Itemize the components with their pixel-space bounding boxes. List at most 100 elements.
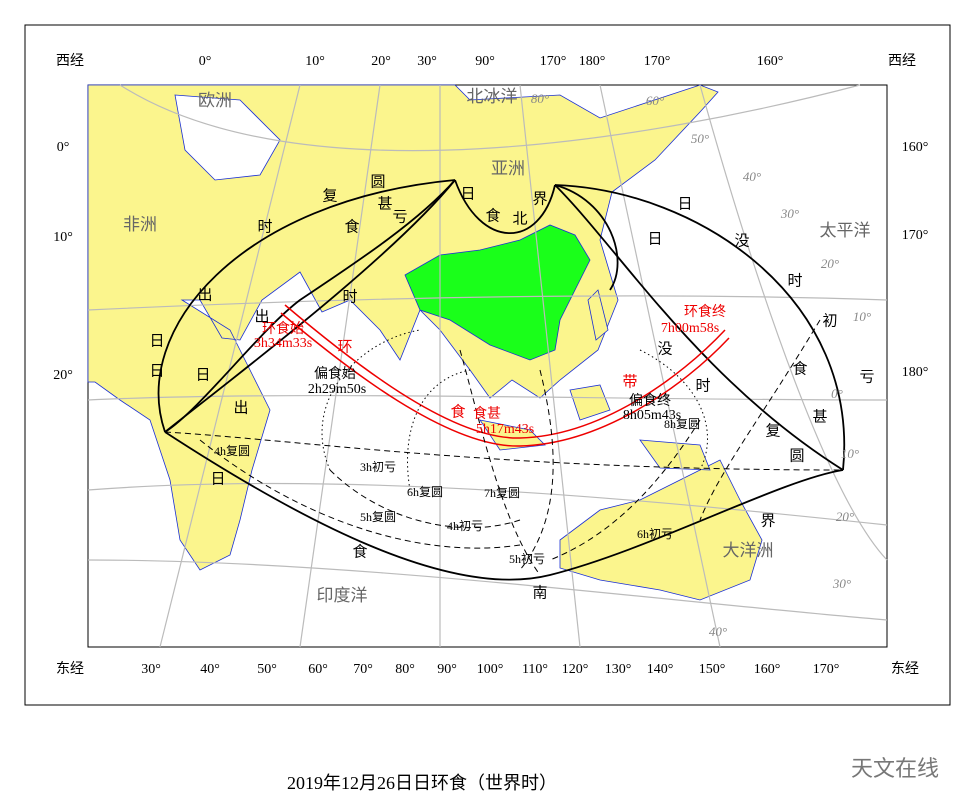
- curve-char: 日: [210, 471, 225, 487]
- top-label: 20°: [371, 54, 391, 69]
- event-time: 5h17m43s: [476, 422, 534, 437]
- bottom-label: 170°: [813, 662, 840, 677]
- curve-char: 出: [254, 308, 269, 325]
- curve-char: 食: [450, 403, 465, 420]
- event-label: 偏食终: [629, 392, 671, 409]
- region-label: 北冰洋: [467, 87, 518, 106]
- curve-char: 界: [532, 191, 547, 207]
- event-label: 偏食始: [314, 365, 356, 382]
- curve-char: 界: [760, 513, 775, 529]
- grid-label: 60°: [646, 93, 664, 108]
- bottom-label: 80°: [395, 662, 415, 677]
- contour-label: 5h初亏: [509, 552, 545, 566]
- bottom-label: 160°: [754, 662, 781, 677]
- curve-char: 环: [337, 339, 352, 355]
- curve-char: 日: [149, 333, 164, 349]
- curve-char: 初: [822, 312, 837, 329]
- curve-char: 甚: [812, 408, 827, 425]
- right-label: 160°: [902, 140, 929, 155]
- bottom-label: 100°: [477, 662, 504, 677]
- curve-char: 日: [149, 363, 164, 379]
- curve-char: 复: [322, 186, 337, 204]
- bottom-label: 130°: [605, 662, 632, 677]
- curve-char: 日: [677, 196, 692, 212]
- region-label: 欧洲: [198, 91, 232, 110]
- curve-char: 食: [344, 218, 359, 235]
- bottom-label: 60°: [308, 662, 328, 677]
- eclipse-curves: [157, 179, 846, 581]
- contour-label: 5h复圆: [360, 510, 396, 524]
- grid-label: 40°: [743, 169, 761, 184]
- right-label: 170°: [902, 228, 929, 243]
- bottom-label: 140°: [647, 662, 674, 677]
- curve-char: 圆: [789, 448, 804, 464]
- grid-label: 40°: [709, 624, 727, 639]
- region-label: 太平洋: [820, 221, 871, 240]
- contour-label: 8h复圆: [664, 417, 700, 431]
- curve-char: 复: [765, 421, 780, 439]
- curve-char: 食: [352, 543, 367, 560]
- bottom-label: 50°: [257, 662, 277, 677]
- top-label: 10°: [305, 54, 325, 69]
- contour-label: 4h初亏: [447, 519, 483, 533]
- left-label: 10°: [53, 230, 73, 245]
- curve-char: 食: [792, 360, 807, 377]
- curve-char: 亏: [392, 209, 407, 225]
- curve-char: 时: [257, 218, 272, 235]
- top-label: 西经: [56, 53, 84, 69]
- bottom-label: 150°: [699, 662, 726, 677]
- event-label: 环食始: [262, 320, 304, 337]
- curve-char: 日: [460, 186, 475, 202]
- bottom-label: 30°: [141, 662, 161, 677]
- grid-label: 30°: [780, 206, 799, 221]
- curve-char: 出: [197, 286, 212, 303]
- bottom-label: 110°: [522, 662, 548, 677]
- event-label: 环食终: [684, 303, 726, 320]
- curve-char: 出: [233, 399, 248, 416]
- watermark: 天文在线: [851, 757, 939, 782]
- bottom-label: 东经: [891, 661, 919, 677]
- grid-label: 0°: [831, 386, 843, 401]
- right-label: 180°: [902, 365, 929, 380]
- curve-char: 日: [195, 367, 210, 383]
- curve-char: 南: [532, 584, 547, 601]
- curve-char: 圆: [370, 174, 385, 190]
- region-label: 非洲: [123, 215, 157, 234]
- region-label: 印度洋: [317, 586, 368, 605]
- grid-label: 10°: [841, 446, 859, 461]
- event-time: 7h00m58s: [661, 321, 719, 336]
- event-label: 食甚: [473, 405, 501, 422]
- graticule: [87, 84, 888, 648]
- curve-char: 时: [695, 377, 710, 394]
- caption: 2019年12月26日日环食（世界时）: [287, 773, 557, 793]
- curve-char: 带: [622, 373, 637, 390]
- curve-char: 北: [512, 210, 527, 227]
- bottom-label: 40°: [200, 662, 220, 677]
- curve-char: 时: [787, 272, 802, 289]
- china: [404, 224, 591, 361]
- event-time: 8h05m43s: [623, 408, 681, 423]
- bottom-label: 90°: [437, 662, 457, 677]
- curve-char: 甚: [377, 195, 392, 212]
- grid-label: 10°: [853, 309, 871, 324]
- bottom-label: 120°: [562, 662, 589, 677]
- top-label: 90°: [475, 54, 495, 69]
- top-label: 160°: [757, 54, 784, 69]
- curve-char: 时: [342, 288, 357, 305]
- top-label: 170°: [644, 54, 671, 69]
- curve-char: 没: [657, 340, 672, 357]
- top-label: 170°: [540, 54, 567, 69]
- event-time: 2h29m50s: [308, 382, 366, 397]
- top-label: 180°: [579, 54, 606, 69]
- grid-label: 80°: [531, 91, 549, 106]
- region-label: 亚洲: [491, 159, 525, 178]
- contour-label: 4h复圆: [214, 444, 250, 458]
- top-label: 0°: [199, 54, 212, 69]
- left-label: 0°: [57, 140, 70, 155]
- top-label: 30°: [417, 54, 437, 69]
- bottom-label: 70°: [353, 662, 373, 677]
- contour-label: 7h复圆: [484, 486, 520, 500]
- event-time: 3h34m33s: [254, 336, 312, 351]
- grid-label: 30°: [832, 576, 851, 591]
